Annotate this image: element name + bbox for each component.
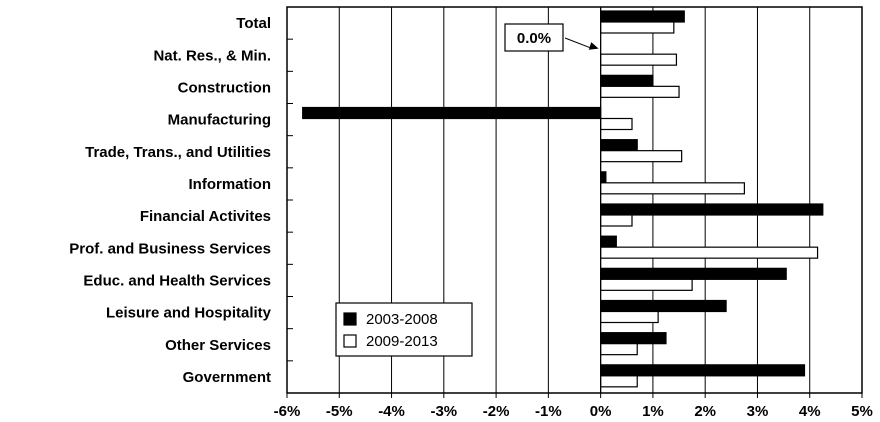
category-label: Financial Activites: [140, 208, 271, 225]
x-tick-label: 5%: [851, 403, 873, 420]
bar-2009-2013-1: [600, 53, 678, 66]
legend-label: 2009-2013: [366, 333, 438, 350]
bar-2003-2008-8: [600, 267, 787, 280]
x-tick-label: 4%: [799, 403, 821, 420]
bar-2003-2008-0: [600, 10, 685, 23]
annotation-label: 0.0%: [517, 30, 551, 47]
legend-swatch: [343, 312, 357, 326]
bar-2009-2013-11: [600, 375, 638, 388]
bar-2003-2008-6: [600, 203, 824, 216]
bar-2009-2013-8: [600, 278, 693, 291]
bar-2003-2008-3: [302, 106, 602, 120]
category-label: Government: [183, 369, 271, 386]
category-label: Manufacturing: [168, 112, 271, 129]
bar-2009-2013-3: [600, 117, 633, 131]
x-tick-label: 1%: [642, 403, 664, 420]
x-tick-label: 0%: [590, 403, 612, 420]
category-label: Construction: [178, 79, 271, 96]
bar-2009-2013-0: [600, 21, 675, 34]
legend-label: 2003-2008: [366, 311, 438, 328]
bar-2003-2008-10: [600, 332, 667, 345]
bar-2009-2013-10: [600, 343, 638, 356]
bar-2003-2008-4: [600, 139, 638, 152]
bar-2003-2008-11: [600, 364, 806, 377]
x-tick-label: -6%: [274, 403, 301, 420]
bar-2003-2008-5: [600, 171, 607, 184]
annotation-arrowhead: [588, 42, 599, 50]
bar-2003-2008-2: [600, 74, 654, 87]
annotation-arrow-line: [564, 37, 593, 50]
bar-2009-2013-9: [600, 310, 659, 324]
bar-2009-2013-6: [600, 214, 633, 227]
x-tick-label: -2%: [483, 403, 510, 420]
bar-2009-2013-4: [600, 150, 683, 163]
legend-swatch: [343, 334, 357, 348]
category-label: Nat. Res., & Min.: [153, 47, 271, 64]
x-tick-label: -5%: [326, 403, 353, 420]
bar-2009-2013-2: [600, 85, 680, 98]
legend-box: [335, 302, 473, 357]
category-label: Educ. and Health Services: [83, 272, 271, 289]
bar-2003-2008-7: [600, 235, 617, 248]
category-label: Total: [236, 15, 271, 32]
category-label: Leisure and Hospitality: [106, 305, 272, 322]
category-label: Trade, Trans., and Utilities: [85, 144, 271, 161]
bar-2003-2008-9: [600, 299, 727, 313]
x-tick-label: 3%: [747, 403, 769, 420]
x-tick-label: -4%: [378, 403, 405, 420]
x-tick-label: -1%: [535, 403, 562, 420]
category-label: Other Services: [165, 337, 271, 354]
bar-2009-2013-5: [600, 182, 745, 195]
bar-2009-2013-7: [600, 246, 819, 259]
category-label: Prof. and Business Services: [69, 240, 271, 257]
x-tick-label: 2%: [694, 403, 716, 420]
x-tick-label: -3%: [430, 403, 457, 420]
category-label: Information: [189, 176, 272, 193]
annotation-box: [504, 23, 564, 52]
